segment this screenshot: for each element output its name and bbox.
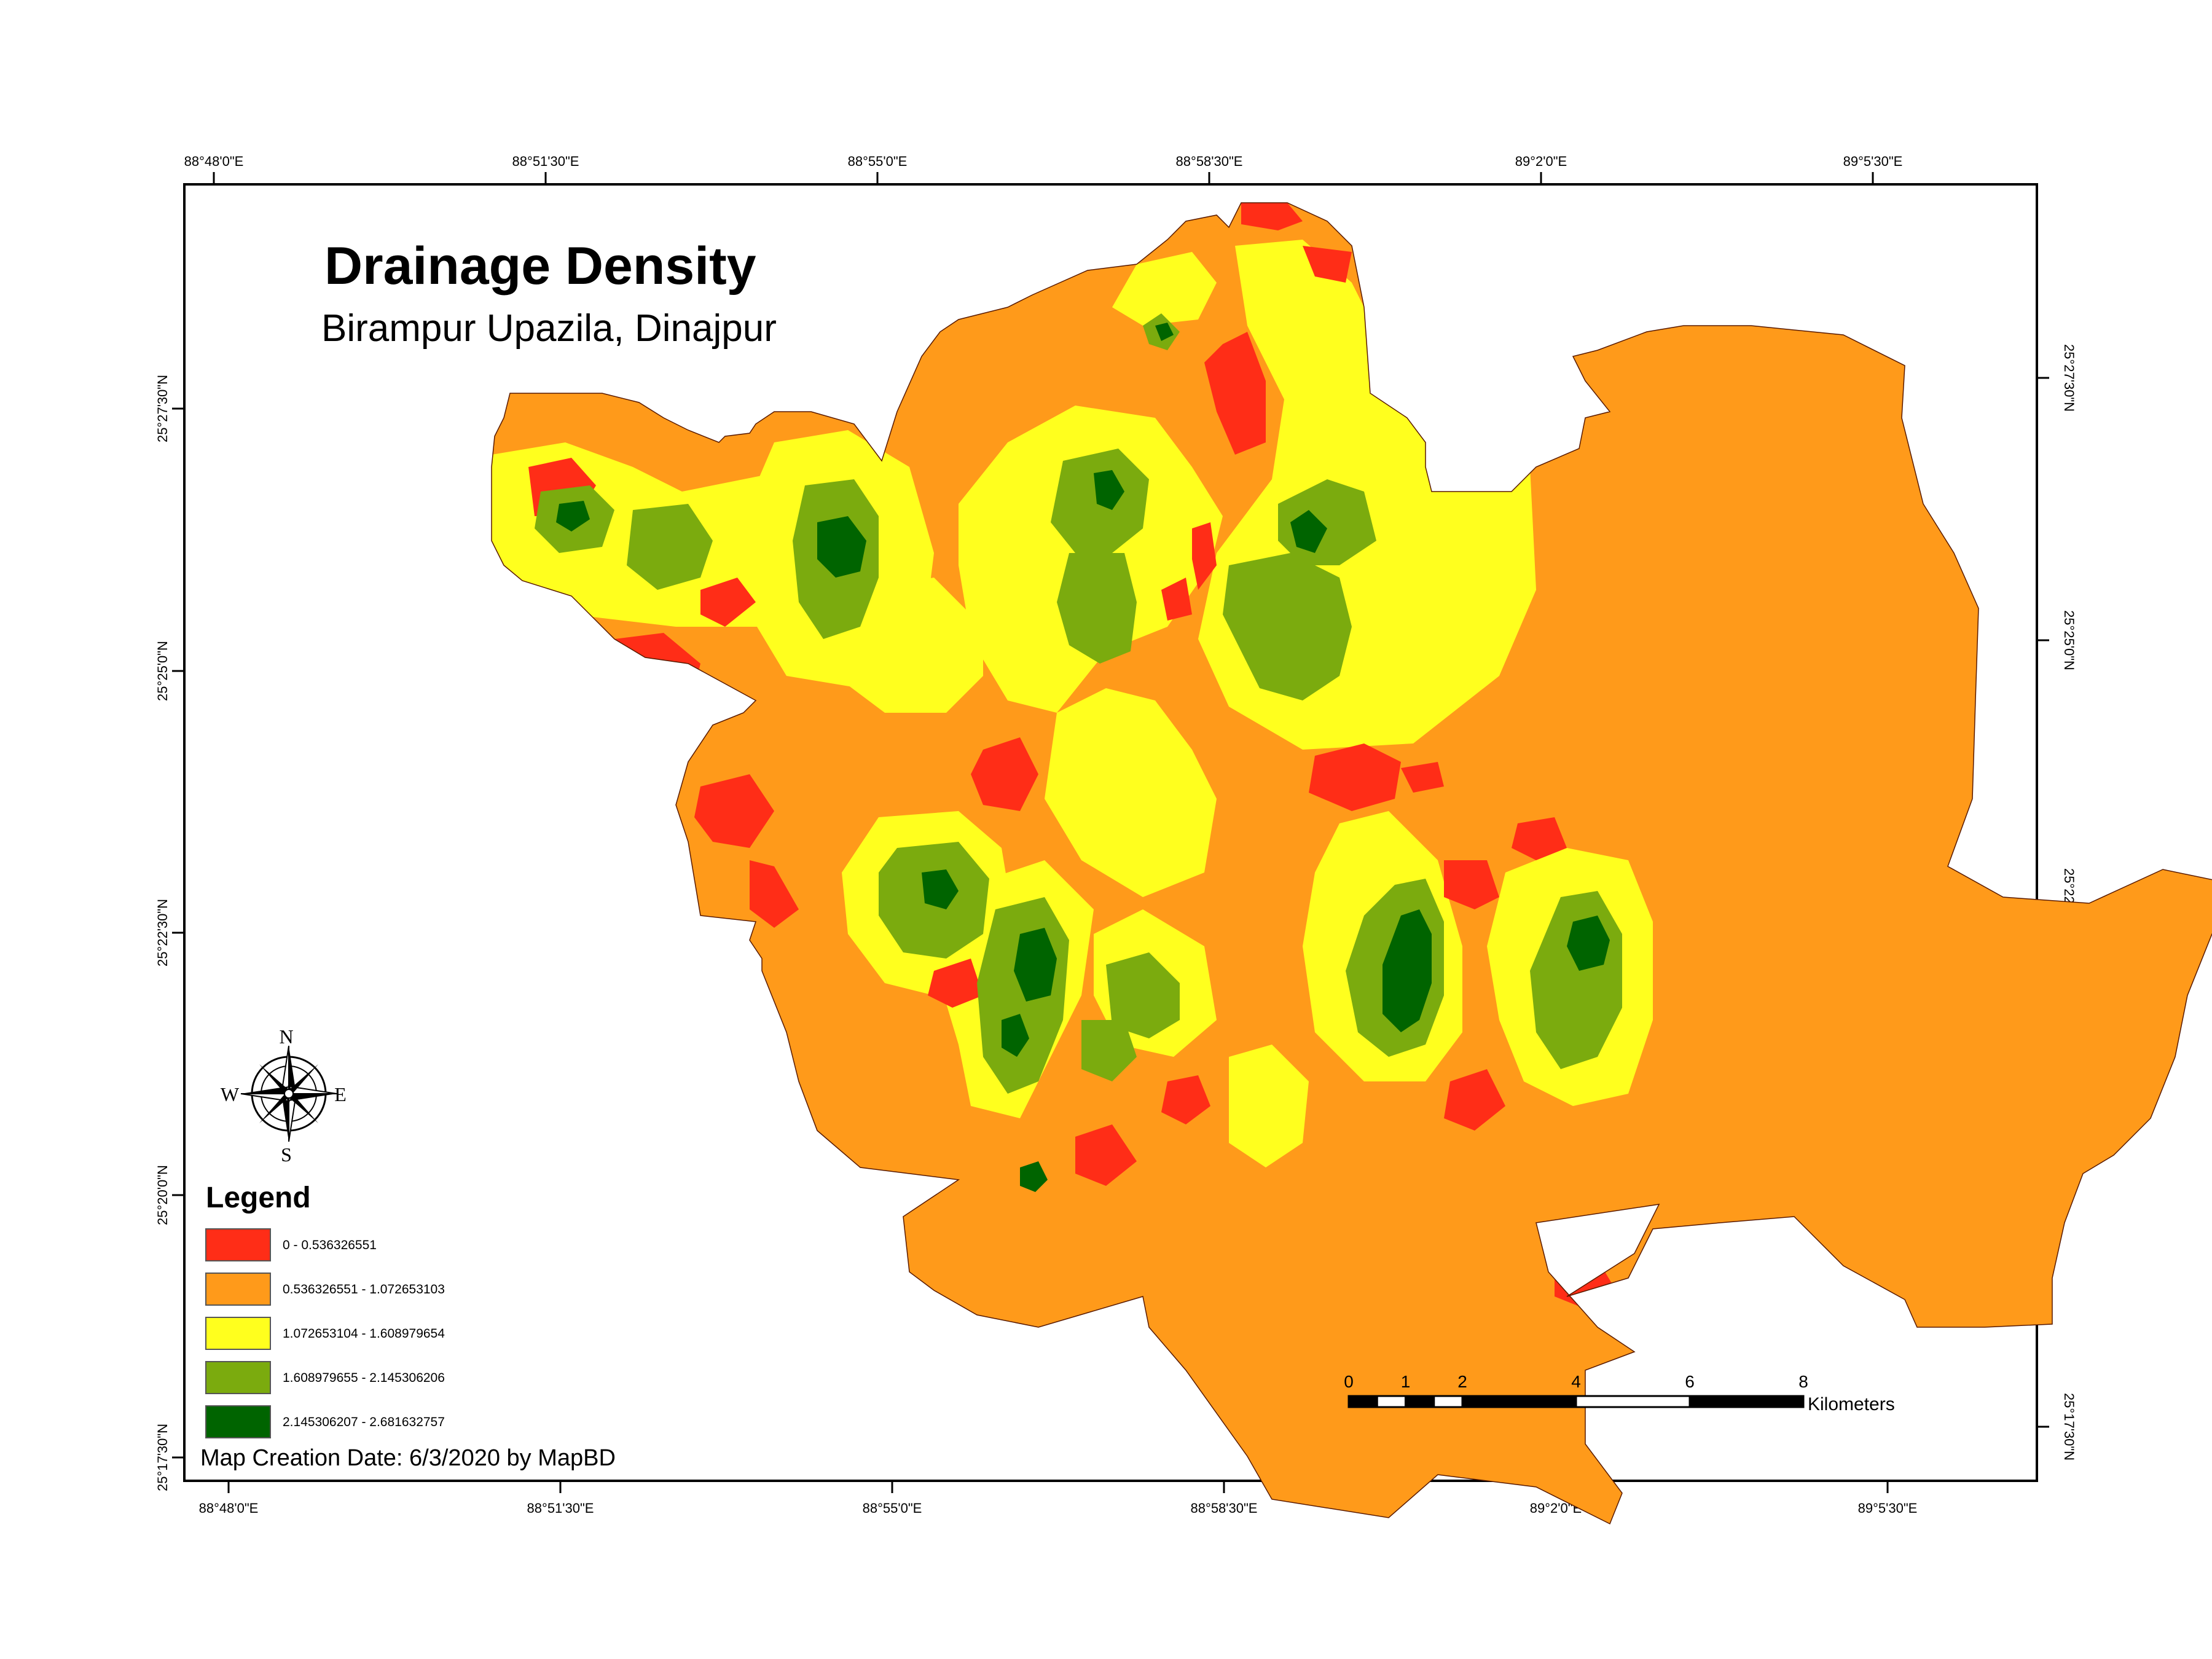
scale-bar-segments	[1347, 1395, 1805, 1408]
legend-swatch	[205, 1405, 271, 1438]
density-raster	[492, 203, 1653, 1309]
map-subtitle: Birampur Upazila, Dinajpur	[321, 307, 777, 350]
legend-label: 0 - 0.536326551	[283, 1238, 377, 1252]
bottom-tick-label: 88°55'0"E	[863, 1500, 922, 1516]
legend-items: 0 - 0.536326551 0.536326551 - 1.072653103…	[205, 1228, 445, 1438]
density-class-5-zones	[556, 323, 1610, 1192]
bottom-tick-label: 88°48'0"E	[199, 1500, 259, 1516]
legend-label: 1.072653104 - 1.608979654	[283, 1327, 445, 1341]
bottom-tick-labels: 88°48'0"E 88°51'30"E 88°55'0"E 88°58'30"…	[199, 1500, 1918, 1516]
study-area	[491, 202, 2212, 1524]
top-tick-label: 88°58'30"E	[1176, 154, 1243, 169]
legend-label: 2.145306207 - 2.681632757	[283, 1415, 445, 1429]
right-tick-label: 25°17'30"N	[2061, 1393, 2077, 1461]
right-tick-label: 25°25'0"N	[2061, 610, 2077, 670]
scale-bar-tick-label: 2	[1457, 1372, 1467, 1391]
scale-bar-segment	[1575, 1395, 1691, 1408]
compass-s-label: S	[281, 1143, 292, 1166]
legend-swatch	[205, 1317, 271, 1350]
north-arrow: N S E W	[221, 1026, 347, 1166]
left-tick-label: 25°27'30"N	[155, 375, 170, 442]
compass-w-label: W	[221, 1083, 240, 1105]
bottom-tick-label: 88°51'30"E	[527, 1500, 594, 1516]
compass-n-label: N	[279, 1026, 293, 1048]
right-tick-label: 25°27'30"N	[2061, 344, 2077, 412]
compass-rose-icon	[240, 1045, 337, 1142]
legend-swatch	[205, 1228, 271, 1261]
left-tick-label: 25°25'0"N	[155, 641, 170, 701]
scale-bar-tick-label: 1	[1401, 1372, 1411, 1391]
top-tick-labels: 88°48'0"E 88°51'30"E 88°55'0"E 88°58'30"…	[184, 154, 1903, 169]
bottom-tick-label: 88°58'30"E	[1191, 1500, 1258, 1516]
bottom-tick-label: 89°5'30"E	[1858, 1500, 1918, 1516]
scale-bar-segment	[1405, 1395, 1435, 1408]
legend-title: Legend	[206, 1182, 311, 1214]
legend: Legend 0 - 0.536326551 0.536326551 - 1.07…	[205, 1182, 445, 1438]
scale-bar-tick-label: 4	[1571, 1372, 1581, 1391]
left-tick-label: 25°20'0"N	[155, 1165, 170, 1225]
scale-bar-labels: 0 1 2 4 6 8	[1344, 1372, 1808, 1391]
scale-bar-tick-label: 8	[1798, 1372, 1808, 1391]
legend-swatch	[205, 1273, 271, 1306]
scale-bar-tick-label: 6	[1685, 1372, 1695, 1391]
scale-bar-segment	[1433, 1395, 1464, 1408]
scale-bar-segment	[1461, 1395, 1577, 1408]
compass-e-label: E	[334, 1083, 347, 1105]
map-credit: Map Creation Date: 6/3/2020 by MapBD	[200, 1445, 616, 1471]
left-tick-labels: 25°27'30"N 25°25'0"N 25°22'30"N 25°20'0"…	[155, 375, 170, 1491]
top-tick-label: 89°2'0"E	[1515, 154, 1567, 169]
left-tick-label: 25°17'30"N	[155, 1424, 170, 1491]
scale-bar: 0 1 2 4 6 8 Kilometers	[1344, 1372, 1895, 1414]
scale-bar-segment	[1376, 1395, 1406, 1408]
scale-bar-tick-label: 0	[1344, 1372, 1354, 1391]
scale-bar-segment	[1688, 1395, 1805, 1408]
map-title: Drainage Density	[324, 237, 756, 296]
legend-label: 1.608979655 - 2.145306206	[283, 1371, 445, 1385]
legend-swatch	[205, 1361, 271, 1394]
top-tick-label: 88°48'0"E	[184, 154, 244, 169]
top-tick-label: 88°55'0"E	[848, 154, 908, 169]
left-tick-label: 25°22'30"N	[155, 899, 170, 967]
top-tick-label: 89°5'30"E	[1843, 154, 1903, 169]
legend-label: 0.536326551 - 1.072653103	[283, 1282, 445, 1296]
top-tick-label: 88°51'30"E	[512, 154, 579, 169]
scale-bar-unit: Kilometers	[1808, 1394, 1895, 1414]
scale-bar-segment	[1347, 1395, 1378, 1408]
